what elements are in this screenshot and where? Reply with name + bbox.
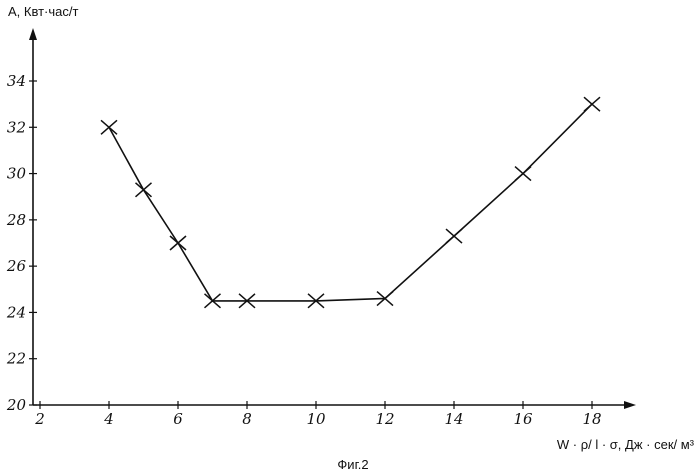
y-tick-label: 26: [6, 257, 27, 275]
data-point-marker: [101, 120, 117, 134]
series-line: [109, 104, 592, 301]
y-tick-label: 28: [6, 211, 26, 229]
data-point-marker: [515, 167, 531, 181]
figure-caption: Фиг.2: [337, 457, 368, 472]
x-tick-label: 16: [513, 410, 533, 428]
x-tick-label: 14: [444, 410, 463, 428]
axes: [29, 28, 636, 409]
x-tick-label: 10: [306, 410, 326, 428]
y-tick-label: 20: [6, 396, 27, 414]
y-axis-label: А, Квт·час/т: [8, 4, 78, 19]
x-tick-label: 18: [582, 410, 601, 428]
data-point-marker: [446, 229, 462, 243]
x-tick-label: 12: [375, 410, 394, 428]
x-axis-label: W · ρ/ l · σ, Дж · сек/ м³: [557, 437, 695, 452]
y-tick-label: 24: [6, 303, 26, 321]
x-tick-label: 8: [242, 410, 252, 428]
ticks: 246810121416182022242628303234: [6, 72, 602, 428]
data-point-marker: [136, 183, 152, 197]
data-point-marker: [170, 236, 186, 250]
y-tick-label: 34: [7, 72, 26, 90]
series: [101, 97, 600, 308]
x-tick-label: 2: [34, 410, 45, 428]
y-tick-label: 32: [7, 118, 26, 136]
x-tick-label: 4: [103, 410, 114, 428]
x-axis-arrow-icon: [624, 401, 636, 409]
y-axis-arrow-icon: [29, 28, 37, 40]
y-tick-label: 30: [7, 165, 27, 183]
data-point-marker: [584, 97, 600, 111]
x-tick-label: 6: [173, 410, 183, 428]
y-tick-label: 22: [6, 350, 26, 368]
